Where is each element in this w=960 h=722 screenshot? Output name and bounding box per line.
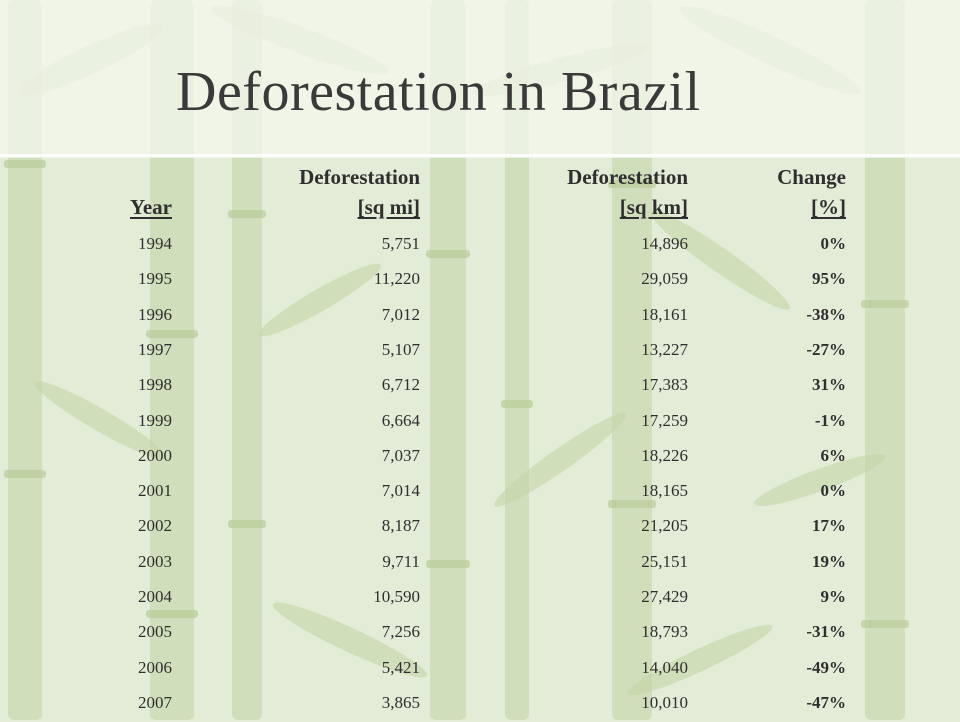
cell-sq-mi: 5,751 [381, 234, 420, 253]
cell-sq-km: 17,383 [641, 375, 688, 395]
header-change: Change [%] [777, 165, 846, 219]
cell-change: 19% [812, 551, 846, 571]
cell-year: 2001 [138, 481, 172, 501]
cell-sq-mi: 9,711 [382, 551, 420, 571]
cell-sq-km: 25,151 [641, 551, 688, 571]
cell-sq-mi: 7,256 [381, 622, 420, 642]
header-year: Year [130, 195, 172, 219]
cell-sq-mi: 11,220 [373, 269, 420, 289]
cell-change: -27% [806, 339, 846, 359]
cell-year: 1997 [138, 339, 172, 359]
cell-change: 95% [812, 269, 846, 289]
cell-sq-km: 17,259 [641, 410, 688, 430]
cell-sq-mi: 7,014 [381, 481, 420, 501]
table-row: 1999 6,664 17,259 -1% [0, 405, 960, 440]
cell-year: 1995 [138, 269, 172, 289]
cell-change: 0% [820, 234, 847, 253]
cell-change: -47% [806, 692, 846, 712]
table-row: 2000 7,037 18,226 6% [0, 440, 960, 475]
cell-sq-km: 14,040 [641, 657, 688, 677]
cell-change: -49% [806, 657, 846, 677]
cell-sq-mi: 10,590 [373, 587, 420, 606]
table-row: 1995 11,220 29,059 95% [0, 263, 960, 298]
table-row: 2002 8,187 21,205 17% [0, 510, 960, 545]
table-row: 2005 7,256 18,793 -31% [0, 616, 960, 651]
cell-sq-mi: 6,664 [381, 410, 420, 430]
cell-year: 2004 [138, 587, 172, 606]
title-divider [0, 154, 960, 157]
header-sq-mi: Deforestation [sq mi] [299, 165, 420, 219]
cell-sq-mi: 6,712 [381, 375, 420, 395]
cell-change: -1% [814, 410, 846, 430]
cell-year: 1998 [138, 375, 172, 395]
cell-sq-mi: 7,037 [381, 445, 420, 465]
cell-change: 31% [812, 375, 846, 395]
table-row: 2003 9,711 25,151 19% [0, 546, 960, 581]
cell-sq-km: 18,793 [641, 622, 688, 642]
cell-year: 1994 [138, 234, 172, 253]
cell-year: 2003 [138, 551, 172, 571]
cell-sq-km: 18,161 [641, 304, 688, 324]
cell-sq-km: 21,205 [641, 516, 688, 536]
title-band [0, 0, 960, 158]
cell-sq-km: 27,429 [641, 587, 688, 606]
page-title: Deforestation in Brazil [176, 61, 701, 123]
table-row: 1998 6,712 17,383 31% [0, 369, 960, 404]
table-row: 1994 5,751 14,896 0% [0, 228, 960, 263]
cell-year: 2002 [138, 516, 172, 536]
cell-sq-km: 13,227 [641, 339, 688, 359]
cell-sq-km: 10,010 [641, 692, 688, 712]
cell-sq-mi: 8,187 [381, 516, 420, 536]
header-sq-km: Deforestation [sq km] [567, 165, 688, 219]
cell-year: 2007 [138, 692, 172, 712]
cell-year: 2006 [138, 657, 172, 677]
cell-year: 2000 [138, 445, 172, 465]
cell-year: 2005 [138, 622, 172, 642]
table-row: 2006 5,421 14,040 -49% [0, 652, 960, 687]
cell-change: 9% [820, 587, 847, 606]
cell-change: 0% [820, 481, 847, 501]
cell-year: 1999 [138, 410, 172, 430]
table-row: 1997 5,107 13,227 -27% [0, 334, 960, 369]
cell-sq-km: 18,165 [641, 481, 688, 501]
cell-change: 17% [812, 516, 846, 536]
cell-sq-km: 14,896 [641, 234, 688, 253]
table-row: 2007 3,865 10,010 -47% [0, 687, 960, 722]
table-row: 2004 10,590 27,429 9% [0, 581, 960, 616]
cell-sq-mi: 5,421 [381, 657, 420, 677]
cell-sq-mi: 5,107 [381, 339, 420, 359]
cell-year: 1996 [138, 304, 172, 324]
cell-change: -31% [806, 622, 846, 642]
table-row: 2001 7,014 18,165 0% [0, 475, 960, 510]
cell-sq-km: 18,226 [641, 445, 688, 465]
cell-sq-mi: 7,012 [381, 304, 420, 324]
table-row: 1996 7,012 18,161 -38% [0, 299, 960, 334]
cell-sq-km: 29,059 [641, 269, 688, 289]
cell-change: 6% [820, 445, 847, 465]
cell-sq-mi: 3,865 [381, 692, 420, 712]
cell-change: -38% [806, 304, 846, 324]
